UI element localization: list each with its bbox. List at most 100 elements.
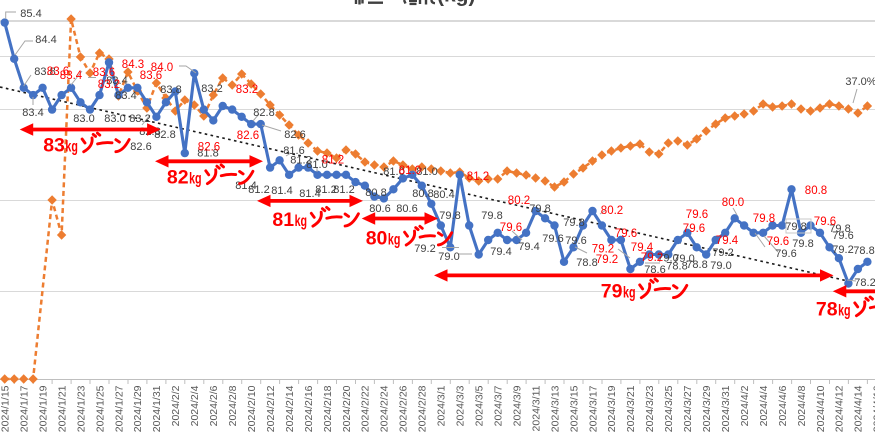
svg-text:2024/1/19: 2024/1/19: [37, 385, 49, 432]
svg-text:81.0: 81.0: [306, 159, 327, 171]
svg-text:2024/2/18: 2024/2/18: [322, 385, 334, 432]
svg-text:2024/2/20: 2024/2/20: [341, 385, 353, 432]
svg-text:81.2: 81.2: [248, 184, 269, 196]
svg-text:84.0: 84.0: [151, 62, 173, 74]
svg-text:2024/3/31: 2024/3/31: [720, 385, 732, 432]
svg-text:85.4: 85.4: [20, 8, 41, 20]
svg-text:2024/3/19: 2024/3/19: [606, 385, 618, 432]
svg-text:2024/1/17: 2024/1/17: [19, 385, 31, 432]
svg-text:83.4: 83.4: [106, 75, 127, 87]
svg-text:2024/3/21: 2024/3/21: [625, 385, 637, 432]
svg-text:kg: kg: [388, 232, 401, 249]
svg-text:79.8: 79.8: [481, 210, 502, 222]
svg-text:83.0: 83.0: [73, 113, 94, 125]
svg-text:79.6: 79.6: [814, 216, 836, 228]
svg-text:79.6: 79.6: [683, 223, 705, 235]
svg-text:2024/1/31: 2024/1/31: [151, 385, 163, 432]
svg-text:79.0: 79.0: [438, 251, 459, 263]
svg-text:2024/3/3: 2024/3/3: [455, 385, 467, 426]
svg-text:2024/3/27: 2024/3/27: [682, 385, 694, 432]
svg-text:kg: kg: [623, 284, 636, 301]
svg-text:82.6: 82.6: [130, 141, 151, 153]
svg-text:79.8: 79.8: [829, 223, 850, 235]
svg-text:80.2: 80.2: [508, 195, 530, 207]
svg-text:2024/3/5: 2024/3/5: [474, 385, 486, 426]
svg-text:2024/2/22: 2024/2/22: [360, 385, 372, 432]
svg-text:2024/3/23: 2024/3/23: [644, 385, 656, 432]
svg-text:83.4: 83.4: [60, 70, 83, 82]
svg-text:kg: kg: [295, 213, 308, 230]
svg-text:83.6: 83.6: [47, 66, 69, 78]
svg-text:78.8: 78.8: [853, 245, 874, 257]
svg-text:78.6: 78.6: [644, 264, 665, 276]
svg-text:82.8: 82.8: [253, 107, 274, 119]
svg-text:81.4: 81.4: [271, 185, 292, 197]
svg-text:2024/3/13: 2024/3/13: [549, 385, 561, 432]
svg-text:81.2: 81.2: [467, 171, 489, 183]
svg-text:79.8: 79.8: [792, 238, 813, 250]
svg-text:79.6: 79.6: [686, 209, 708, 221]
svg-text:2024/4/2: 2024/4/2: [739, 385, 751, 426]
svg-text:82.8: 82.8: [154, 129, 175, 141]
svg-text:80.8: 80.8: [805, 185, 827, 197]
svg-text:81.2: 81.2: [322, 155, 344, 167]
svg-text:79.6: 79.6: [500, 222, 522, 234]
svg-text:79.2: 79.2: [712, 247, 733, 259]
svg-text:82.6: 82.6: [284, 129, 305, 141]
svg-text:2024/2/10: 2024/2/10: [246, 385, 258, 432]
svg-text:81.0: 81.0: [416, 166, 437, 178]
svg-text:83.4: 83.4: [115, 90, 136, 102]
svg-text:83: 83: [43, 135, 65, 157]
svg-text:79.4: 79.4: [490, 246, 511, 258]
svg-text:81.2: 81.2: [290, 155, 311, 167]
svg-text:80.6: 80.6: [369, 203, 390, 215]
svg-text:79.0: 79.0: [673, 253, 694, 265]
svg-text:79.0: 79.0: [657, 253, 678, 265]
svg-text:2024/3/15: 2024/3/15: [568, 385, 580, 432]
svg-text:80.0: 80.0: [722, 197, 744, 209]
svg-text:79.4: 79.4: [631, 242, 654, 254]
svg-text:80.8: 80.8: [412, 188, 433, 200]
svg-text:(kg): (kg): [437, 0, 476, 7]
svg-text:2024/3/9: 2024/3/9: [511, 385, 523, 426]
svg-text:83.0: 83.0: [104, 113, 125, 125]
svg-text:80: 80: [366, 228, 388, 250]
svg-text:2024/1/23: 2024/1/23: [75, 385, 87, 432]
svg-text:81.6: 81.6: [283, 145, 304, 157]
svg-text:78.8: 78.8: [666, 261, 687, 273]
svg-text:81.2: 81.2: [315, 184, 336, 196]
svg-text:2024/2/6: 2024/2/6: [208, 385, 220, 426]
svg-text:79.2: 79.2: [641, 252, 663, 264]
svg-text:2024/4/4: 2024/4/4: [758, 385, 770, 426]
svg-text:2024/4/8: 2024/4/8: [796, 385, 808, 426]
svg-text:79.6: 79.6: [775, 248, 796, 260]
svg-text:2024/2/24: 2024/2/24: [379, 385, 391, 432]
svg-text:80.4: 80.4: [433, 189, 454, 201]
svg-text:2024/1/15: 2024/1/15: [0, 385, 12, 432]
svg-text:2024/4/10: 2024/4/10: [815, 385, 827, 432]
svg-text:82.6: 82.6: [198, 142, 220, 154]
svg-text:79.2: 79.2: [592, 244, 614, 256]
svg-text:78: 78: [816, 298, 838, 320]
svg-text:81: 81: [272, 209, 294, 231]
svg-text:78.2: 78.2: [854, 277, 875, 289]
svg-text:2024/1/29: 2024/1/29: [132, 385, 144, 432]
svg-text:2024/2/28: 2024/2/28: [417, 385, 429, 432]
svg-text:78.8: 78.8: [576, 257, 597, 269]
svg-text:83.2: 83.2: [236, 84, 258, 96]
svg-text:79.6: 79.6: [565, 235, 586, 247]
svg-text:2024/3/29: 2024/3/29: [701, 385, 713, 432]
svg-text:79.4: 79.4: [518, 241, 539, 253]
svg-text:80.6: 80.6: [396, 203, 417, 215]
svg-text:79.2: 79.2: [414, 243, 435, 255]
svg-text:79.6: 79.6: [542, 233, 563, 245]
svg-text:2024/1/25: 2024/1/25: [94, 385, 106, 432]
svg-text:79.8: 79.8: [563, 217, 584, 229]
svg-text:79.2: 79.2: [596, 254, 618, 266]
svg-text:2024/3/11: 2024/3/11: [530, 385, 542, 431]
svg-text:2024/2/2: 2024/2/2: [170, 385, 182, 426]
svg-text:83.4: 83.4: [22, 107, 43, 119]
svg-text:2024/3/1: 2024/3/1: [436, 385, 448, 426]
svg-text:2024/4/14: 2024/4/14: [853, 385, 865, 432]
svg-text:37.0%: 37.0%: [845, 76, 875, 88]
